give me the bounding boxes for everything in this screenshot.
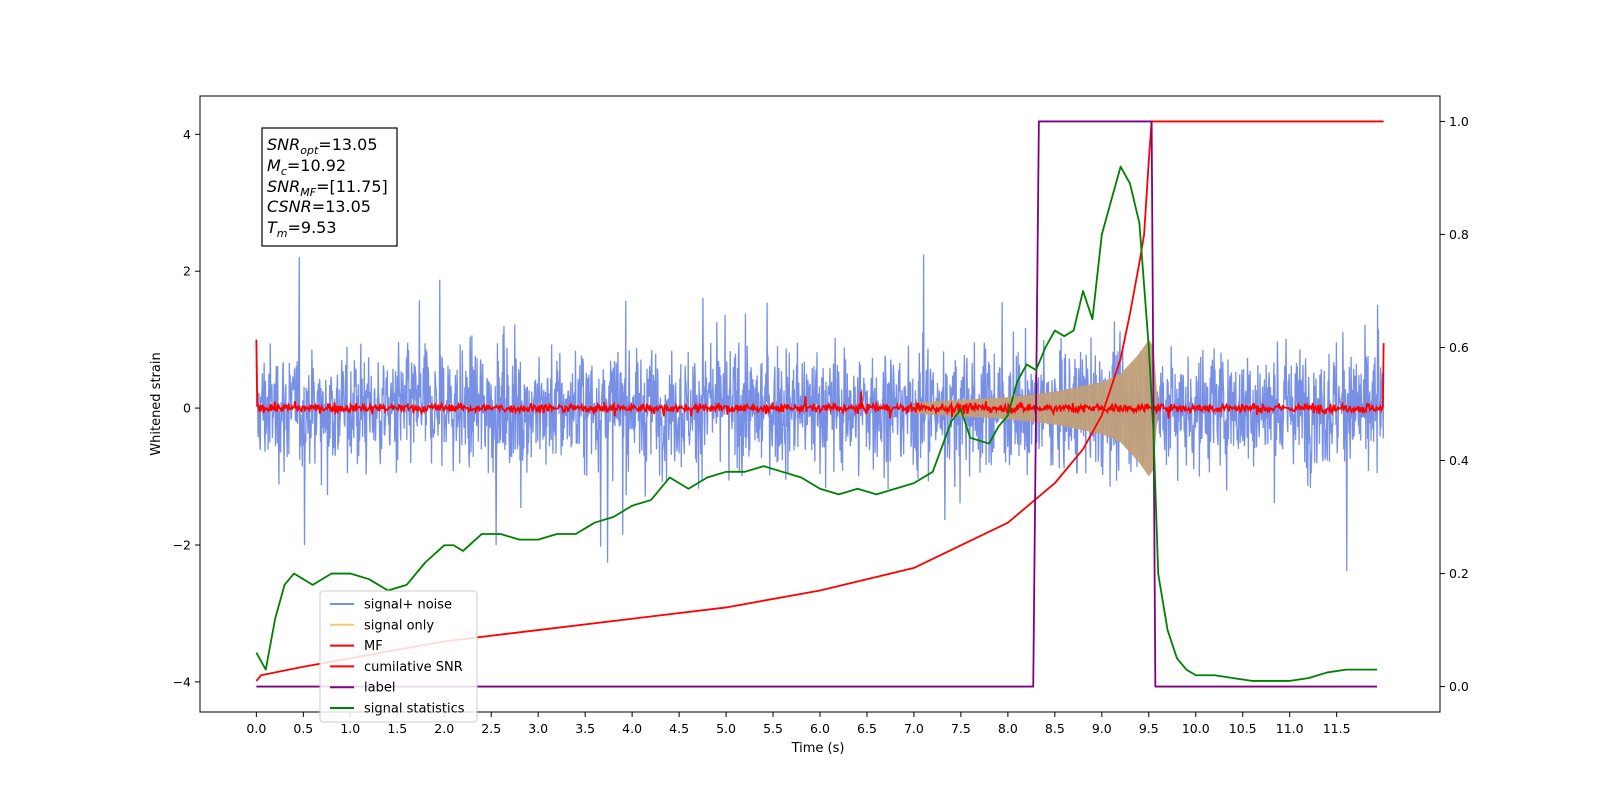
x-tick-label: 5.5 <box>763 721 783 736</box>
series-label <box>256 120 1378 688</box>
legend-label: MF <box>364 639 383 654</box>
x-tick-label: 8.0 <box>998 721 1018 736</box>
y-left-tick-label: 2 <box>183 264 191 279</box>
y-left-tick-label: 0 <box>183 401 191 416</box>
x-tick-label: 8.5 <box>1045 721 1065 736</box>
info-box: SNRopt=13.05 Mc=10.92 SNRMF=[11.75] CSNR… <box>261 127 398 247</box>
legend: signal+ noise signal only MF cumilative SNR… <box>319 590 478 723</box>
series-signal-statistics <box>255 165 1378 682</box>
series-mf <box>255 339 1385 419</box>
legend-label: signal only <box>364 618 434 633</box>
x-tick-label: 11.0 <box>1276 721 1304 736</box>
y-right-tick-label: 0.2 <box>1449 566 1469 581</box>
series-signal-noise <box>255 254 1385 571</box>
x-tick-label: 0.5 <box>293 721 313 736</box>
y-left-tick-label: −4 <box>173 674 191 689</box>
y-right-tick-label: 0.0 <box>1449 679 1469 694</box>
x-tick-label: 10.5 <box>1229 721 1257 736</box>
x-tick-label: 3.5 <box>575 721 595 736</box>
legend-label: signal statistics <box>364 702 465 717</box>
legend-frame <box>319 590 478 723</box>
x-tick-label: 4.5 <box>669 721 689 736</box>
x-tick-label: 6.0 <box>810 721 830 736</box>
x-axis: 0.0 0.5 1.0 1.5 2.0 2.5 3.0 3.5 4.0 4.5 5.0 5.5 6.0 6… <box>246 712 1351 736</box>
y-axis-right: 0.0 0.2 0.4 0.6 0.8 1.0 <box>1440 114 1469 694</box>
x-tick-label: 7.0 <box>904 721 924 736</box>
y-right-tick-label: 0.6 <box>1449 340 1469 355</box>
info-snr-mf: SNRMF=[11.75] <box>267 177 388 199</box>
legend-label: signal+ noise <box>364 598 452 613</box>
legend-label: cumilative SNR <box>364 660 463 675</box>
info-tm: Tm=9.53 <box>267 218 337 240</box>
x-tick-label: 5.0 <box>716 721 736 736</box>
y-axis-left-label: Whitened strain <box>149 352 164 455</box>
x-tick-label: 3.0 <box>528 721 548 736</box>
y-right-tick-label: 0.4 <box>1449 453 1469 468</box>
x-tick-label: 2.0 <box>434 721 454 736</box>
y-left-tick-label: −2 <box>173 537 191 552</box>
info-mc: Mc=10.92 <box>267 156 346 178</box>
x-tick-label: 9.0 <box>1092 721 1112 736</box>
x-tick-label: 1.5 <box>387 721 407 736</box>
y-left-tick-label: 4 <box>183 127 191 142</box>
info-snr-opt: SNRopt=13.05 <box>267 135 378 157</box>
legend-label: label <box>364 681 395 696</box>
y-right-tick-label: 0.8 <box>1449 227 1469 242</box>
x-tick-label: 0.0 <box>246 721 266 736</box>
x-tick-label: 1.0 <box>340 721 360 736</box>
x-tick-label: 4.0 <box>622 721 642 736</box>
y-axis-left: −4 −2 0 2 4 <box>173 127 200 689</box>
x-axis-label: Time (s) <box>791 741 845 756</box>
x-tick-label: 2.5 <box>481 721 501 736</box>
y-right-tick-label: 1.0 <box>1449 114 1469 129</box>
info-box-frame <box>261 127 398 247</box>
x-tick-label: 10.0 <box>1182 721 1210 736</box>
x-tick-label: 6.5 <box>857 721 877 736</box>
x-tick-label: 9.5 <box>1139 721 1159 736</box>
x-tick-label: 7.5 <box>951 721 971 736</box>
info-csnr: CSNR=13.05 <box>267 197 371 216</box>
x-tick-label: 11.5 <box>1323 721 1351 736</box>
